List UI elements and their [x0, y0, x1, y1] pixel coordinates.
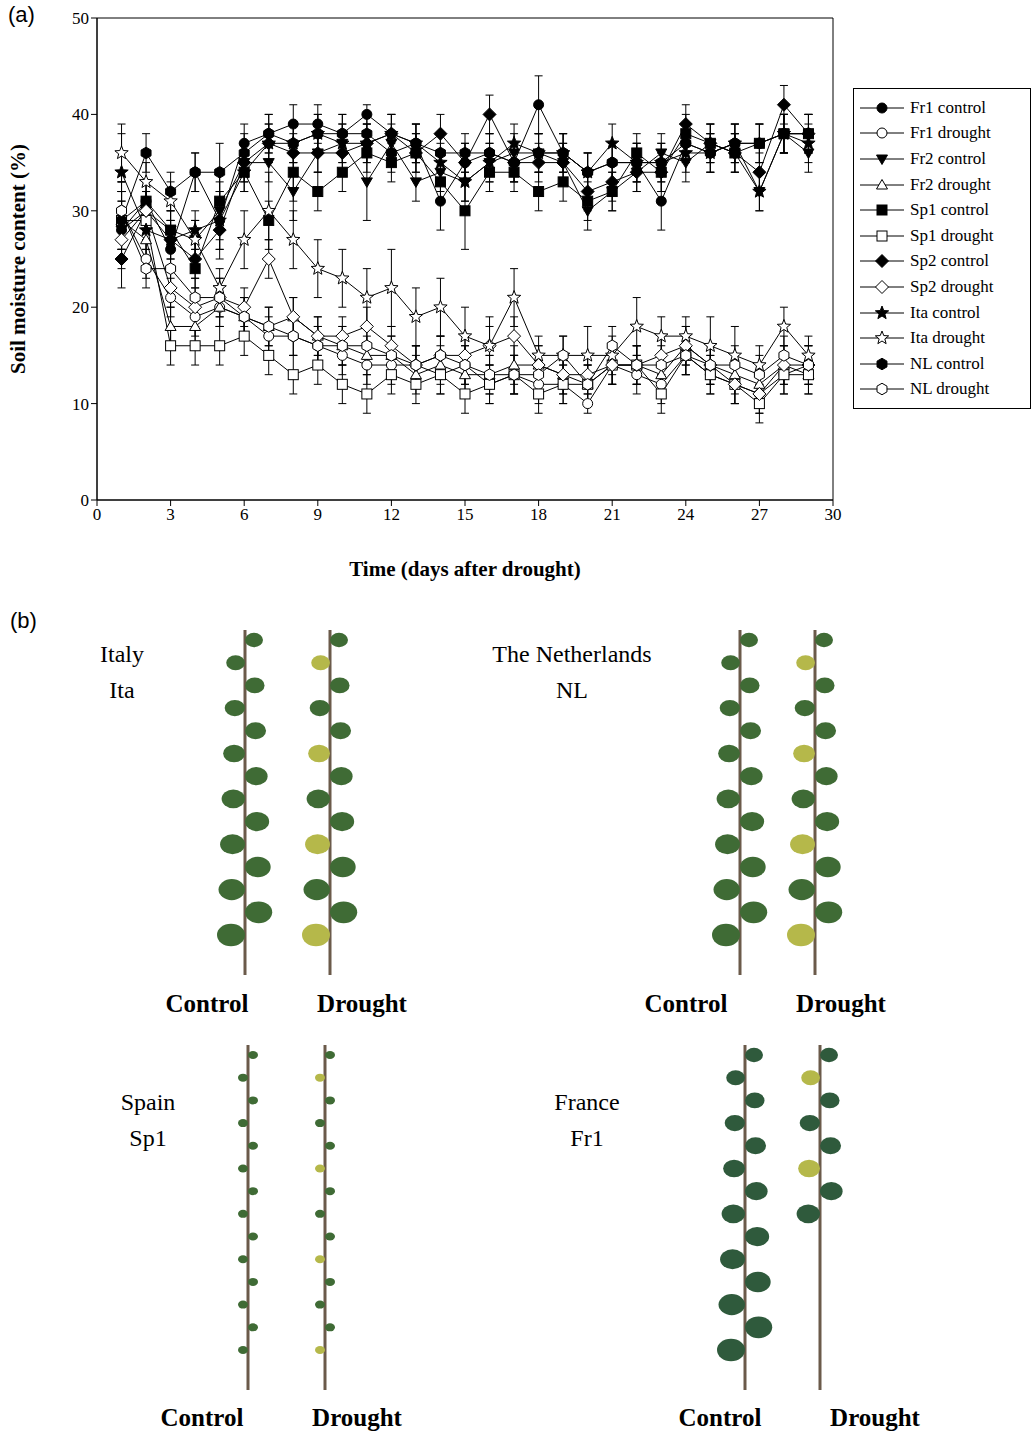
svg-text:Control: Control — [166, 990, 249, 1017]
html-text:Fr1 control: Fr1 control — [910, 97, 986, 117]
svg-text:Spain: Spain — [121, 1089, 176, 1115]
svg-text:0: 0 — [93, 505, 102, 524]
svg-text:27: 27 — [751, 505, 769, 524]
svg-text:France: France — [554, 1089, 619, 1115]
svg-text:Soil moisture content (%): Soil moisture content (%) — [6, 144, 30, 374]
svg-text:3: 3 — [166, 505, 175, 524]
html-text:Ita drought: Ita drought — [910, 328, 986, 348]
html-text:NL drought: NL drought — [910, 379, 990, 399]
html-text:NL control: NL control — [910, 353, 985, 373]
svg-text:Control: Control — [645, 990, 728, 1017]
html-text:Sp2 drought: Sp2 drought — [910, 277, 994, 296]
svg-text:15: 15 — [457, 505, 474, 524]
svg-text:Drought: Drought — [312, 1404, 403, 1431]
svg-text:12: 12 — [383, 505, 400, 524]
svg-text:(b): (b) — [10, 608, 37, 633]
svg-text:30: 30 — [825, 505, 842, 524]
svg-text:18: 18 — [530, 505, 547, 524]
html-text:Sp2 control: Sp2 control — [910, 251, 989, 271]
svg-text:Italy: Italy — [100, 641, 144, 667]
svg-text:Drought: Drought — [830, 1404, 921, 1431]
html-text:Fr1 drought: Fr1 drought — [910, 123, 991, 143]
svg-text:10: 10 — [72, 395, 89, 414]
svg-text:40: 40 — [72, 105, 89, 124]
html-text:Sp1 control: Sp1 control — [910, 200, 989, 220]
svg-text:Ita: Ita — [109, 677, 135, 703]
html-text:Fr2 control: Fr2 control — [910, 149, 986, 168]
svg-text:20: 20 — [72, 298, 89, 317]
svg-text:24: 24 — [677, 505, 695, 524]
svg-text:Drought: Drought — [317, 990, 408, 1017]
svg-text:50: 50 — [72, 9, 89, 28]
svg-text:Fr1: Fr1 — [570, 1125, 603, 1151]
svg-text:NL: NL — [556, 677, 588, 703]
svg-text:0: 0 — [81, 491, 90, 510]
svg-text:Drought: Drought — [796, 990, 887, 1017]
svg-text:6: 6 — [240, 505, 249, 524]
html-text:Fr2 drought: Fr2 drought — [910, 174, 991, 194]
svg-text:Sp1: Sp1 — [129, 1125, 166, 1151]
svg-text:21: 21 — [604, 505, 621, 524]
svg-text:Time (days after drought): Time (days after drought) — [349, 557, 581, 581]
svg-text:Control: Control — [679, 1404, 762, 1431]
svg-text:Control: Control — [161, 1404, 244, 1431]
svg-text:30: 30 — [72, 202, 89, 221]
html-text:(a): (a) — [8, 2, 35, 27]
svg-text:9: 9 — [314, 505, 323, 524]
svg-text:The Netherlands: The Netherlands — [492, 641, 651, 667]
html-text:Ita control: Ita control — [910, 302, 981, 322]
html-text:Sp1 drought: Sp1 drought — [910, 225, 994, 245]
